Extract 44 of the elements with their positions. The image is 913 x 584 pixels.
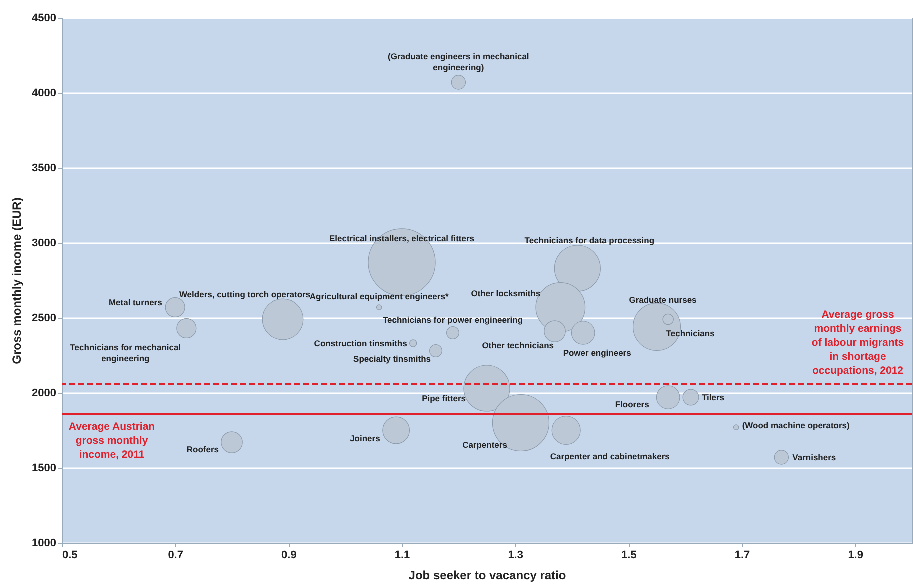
- ref-line-label: Average gross monthly earnings of labour migrants in shortage occupations, 2012: [812, 309, 904, 377]
- annotation: Varnishers: [792, 452, 836, 462]
- annotation: Construction tinsmiths: [314, 338, 408, 348]
- y-tick-label: 2000: [32, 388, 56, 400]
- x-tick-label: 1.9: [848, 550, 864, 562]
- annotation: Other technicians: [482, 340, 554, 350]
- annotation: (Wood machine operators): [742, 420, 850, 430]
- x-axis-title: Job seeker to vacancy ratio: [408, 568, 566, 582]
- y-tick-label: 1500: [32, 462, 56, 474]
- annotation: Roofers: [186, 444, 220, 454]
- annotation: Technicians for data processing: [524, 236, 655, 246]
- x-tick-label: 1.7: [734, 550, 750, 562]
- annotation: Agricultural equipment engineers*: [310, 292, 450, 302]
- x-tick-label: 0.7: [168, 550, 184, 562]
- y-tick-label: 4500: [32, 12, 56, 24]
- x-tick-label: 1.3: [508, 550, 524, 562]
- y-tick-label: 1000: [32, 538, 56, 550]
- y-axis-title: Gross monthly income (EUR): [10, 198, 24, 364]
- annotation: (Graduate engineers in mechanical engineering): [388, 52, 530, 72]
- x-tick-label: 1.1: [394, 550, 410, 562]
- annotation: Power engineers: [563, 348, 632, 358]
- ref-line-label: Average Austrian gross monthly income, 2011: [68, 421, 156, 461]
- x-tick-label: 0.5: [62, 550, 78, 562]
- annotation: Electrical installers, electrical fitters: [329, 234, 475, 244]
- annotation: Carpenter and cabinetmakers: [550, 452, 670, 462]
- y-tick-label: 3500: [32, 162, 56, 174]
- annotation: Metal turners: [108, 298, 163, 308]
- annotation: Welders, cutting torch operators: [179, 290, 311, 300]
- annotation: Floorers: [615, 400, 650, 410]
- y-tick-label: 4000: [32, 88, 56, 100]
- annotation: Graduate nurses: [629, 295, 698, 305]
- annotation: Carpenters: [462, 440, 508, 450]
- x-tick-label: 0.9: [282, 550, 297, 562]
- annotation: Technicians for mechanical engineering: [70, 342, 182, 364]
- y-tick-label: 3000: [32, 238, 56, 250]
- annotation: Other locksmiths: [471, 288, 541, 298]
- annotation: Joiners: [350, 434, 381, 444]
- annotation: Pipe fitters: [422, 394, 466, 404]
- y-tick-label: 2500: [32, 312, 56, 324]
- x-tick-label: 1.5: [622, 550, 637, 562]
- annotation: Technicians: [666, 328, 716, 338]
- annotation: Technicians for power engineering: [382, 315, 524, 325]
- annotation: Specialty tinsmiths: [354, 354, 432, 364]
- annotation: Tilers: [702, 392, 725, 402]
